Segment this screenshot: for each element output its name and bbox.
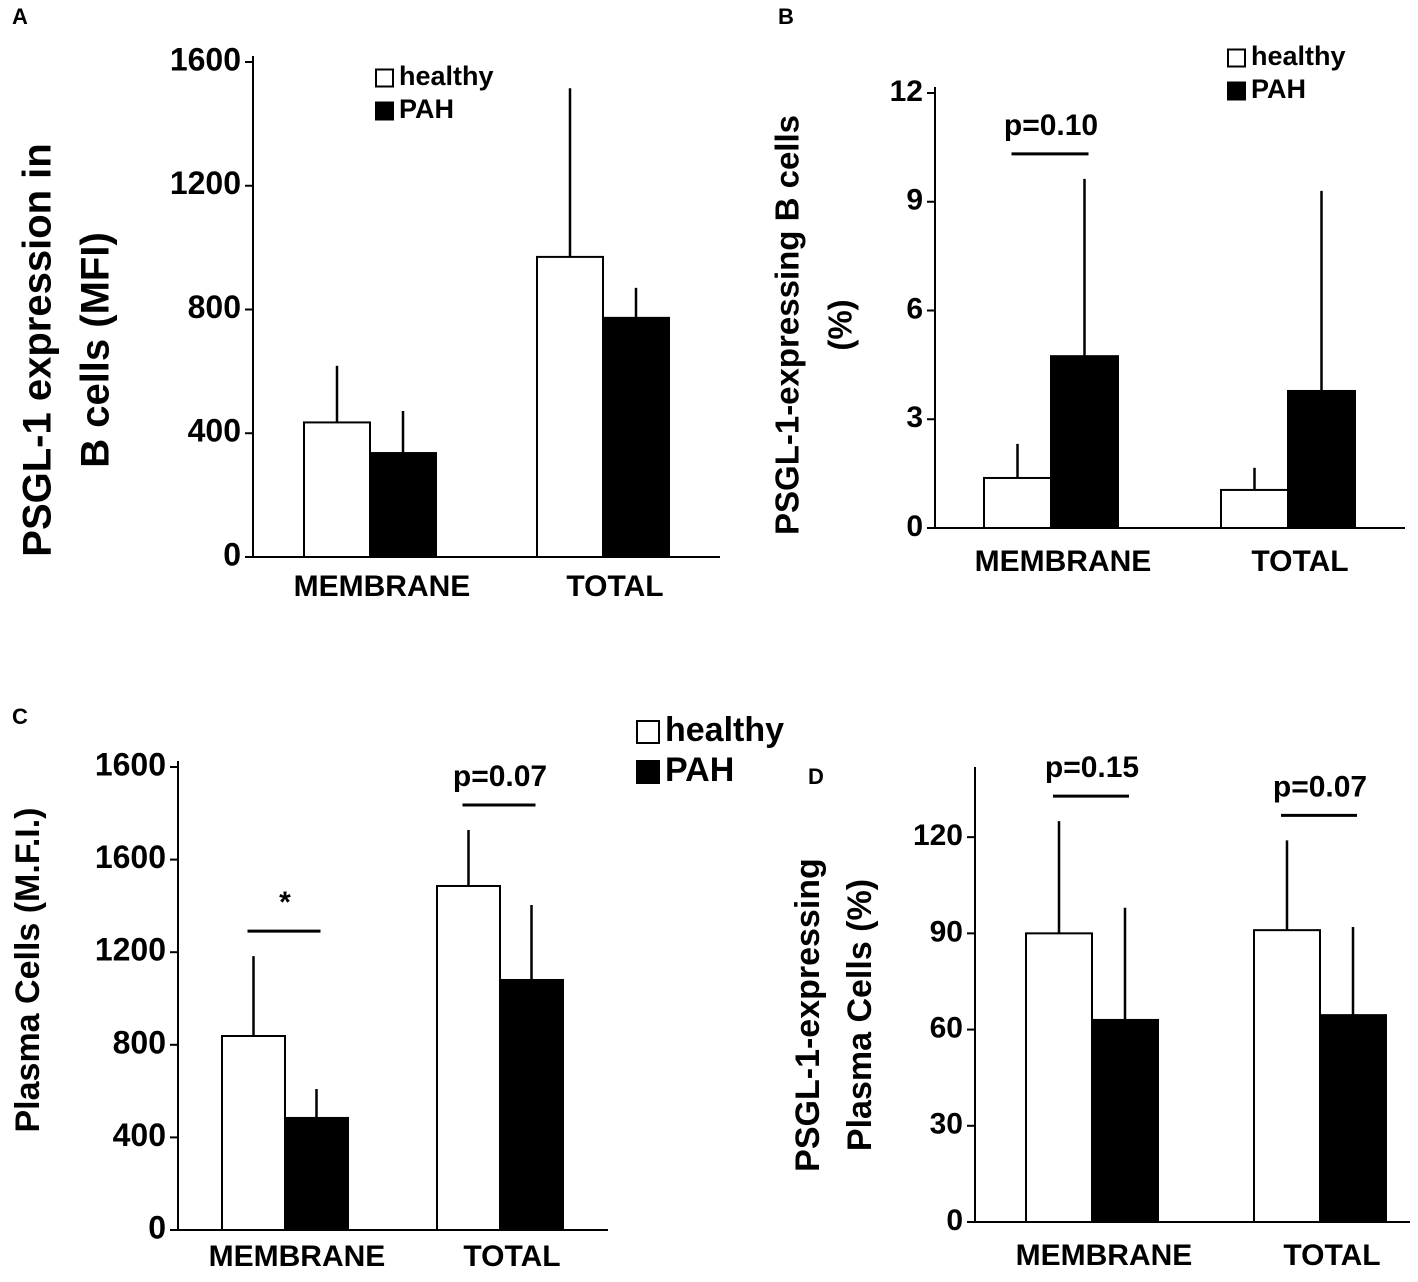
legend-swatch [1227, 81, 1246, 101]
legend-swatch [636, 720, 660, 744]
annotation: p=0.07 [453, 760, 547, 793]
panel-label: D [808, 764, 824, 789]
y-axis-label: PSGL-1 expression in [16, 143, 60, 556]
x-tick-label: TOTAL [1283, 1239, 1380, 1272]
annotation: p=0.07 [1273, 770, 1367, 803]
x-tick-label: TOTAL [566, 570, 663, 603]
annotation: * [279, 886, 291, 919]
legend-label: PAH [665, 751, 734, 789]
y-axis-label: PSGL-1-expressing [789, 858, 827, 1172]
annotation: p=0.15 [1045, 751, 1139, 784]
bar [1220, 488, 1289, 529]
legend-label: healthy [399, 61, 494, 91]
bar [536, 255, 604, 558]
y-tick-label: 0 [946, 1204, 963, 1237]
legend-label: healthy [1251, 41, 1346, 71]
y-tick-label: 3 [906, 401, 923, 434]
bar [1287, 389, 1356, 529]
y-tick-label: 800 [188, 289, 241, 325]
y-axis-label: B cells (MFI) [74, 232, 118, 468]
y-tick-label: 6 [906, 292, 923, 325]
y-tick-label: 800 [113, 1024, 166, 1060]
panel-label: B [778, 4, 794, 29]
bar [983, 476, 1052, 530]
y-tick-label: 60 [930, 1011, 963, 1044]
y-tick-label: 1600 [95, 839, 166, 875]
y-tick-label: 0 [223, 536, 241, 572]
x-tick-label: TOTAL [1251, 545, 1348, 578]
x-tick-label: MEMBRANE [1016, 1239, 1193, 1272]
legend-label: PAH [1251, 74, 1306, 104]
bar [499, 978, 564, 1231]
legend-swatch [375, 68, 394, 88]
x-tick-label: TOTAL [463, 1240, 560, 1273]
bar [221, 1035, 286, 1232]
legend-label: PAH [399, 94, 454, 124]
panel-label: A [12, 4, 28, 29]
y-tick-label: 0 [148, 1209, 166, 1245]
bar [1091, 1018, 1159, 1224]
y-tick-label: 1200 [95, 932, 166, 968]
y-tick-label: 1600 [95, 746, 166, 782]
bar [602, 316, 670, 558]
legend-label: healthy [665, 711, 784, 749]
bar [1050, 355, 1119, 529]
bar [284, 1116, 349, 1231]
y-tick-label: 400 [188, 413, 241, 449]
legend-swatch [1227, 48, 1246, 68]
bar [369, 452, 437, 558]
y-axis-label: PSGL-1-expressing B cells [769, 115, 806, 535]
bar [436, 884, 501, 1232]
y-axis-label: Plasma Cells (%) [841, 879, 879, 1151]
y-axis-label: (%) [822, 299, 859, 350]
y-tick-label: 0 [906, 510, 923, 543]
panel-label: C [12, 704, 28, 729]
bar [1025, 932, 1093, 1223]
x-tick-label: MEMBRANE [209, 1240, 386, 1273]
y-tick-label: 1200 [170, 165, 241, 201]
y-tick-label: 1600 [170, 41, 241, 77]
x-tick-label: MEMBRANE [975, 545, 1152, 578]
y-axis-label: Plasma Cells (M.F.I.) [9, 808, 47, 1133]
legend-swatch [636, 760, 660, 784]
bar [303, 421, 371, 558]
bar [1253, 929, 1321, 1224]
y-tick-label: 120 [913, 819, 963, 852]
y-tick-label: 90 [930, 915, 963, 948]
annotation: p=0.10 [1004, 109, 1098, 142]
bar [1319, 1014, 1387, 1223]
x-tick-label: MEMBRANE [294, 570, 471, 603]
y-tick-label: 12 [890, 75, 923, 108]
y-tick-label: 30 [930, 1108, 963, 1141]
y-tick-label: 400 [113, 1117, 166, 1153]
legend-swatch [375, 101, 394, 121]
y-tick-label: 9 [906, 184, 923, 217]
